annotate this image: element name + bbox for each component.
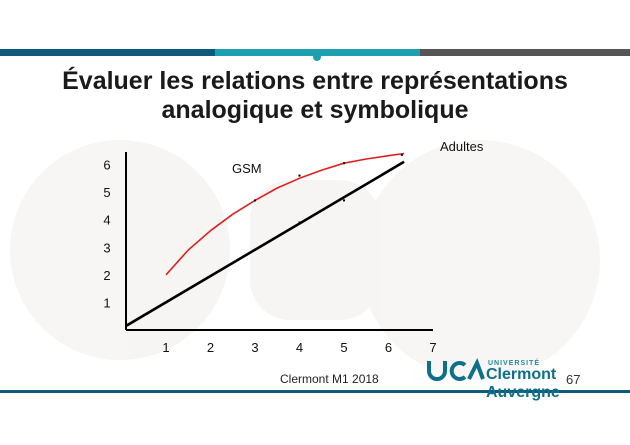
- x-tick-label: 6: [385, 340, 392, 355]
- series-label-gsm: GSM: [232, 161, 262, 176]
- title-line-1: Évaluer les relations entre représentati…: [62, 67, 568, 95]
- y-tick-label: 5: [103, 185, 110, 200]
- data-point: [254, 199, 257, 202]
- y-tick-label: 2: [103, 268, 110, 283]
- data-point: [343, 199, 346, 202]
- y-tick-label: 6: [103, 158, 110, 173]
- y-tick-label: 4: [103, 213, 110, 228]
- y-tick-label: 3: [103, 240, 110, 255]
- series-line-adultes: [125, 160, 405, 328]
- x-tick-label: 3: [251, 340, 258, 355]
- data-point: [298, 221, 301, 224]
- series-line-gsm: [165, 152, 405, 276]
- header-dot: [313, 53, 321, 61]
- footer-text: Clermont M1 2018: [280, 372, 379, 386]
- title-line-2: analogique et symbolique: [161, 96, 469, 124]
- header-bar-grey: [420, 49, 630, 56]
- header-bar-teal: [215, 49, 420, 56]
- data-point: [400, 153, 403, 156]
- x-tick-label: 4: [296, 340, 303, 355]
- uca-logo-a-shape: [467, 358, 485, 380]
- uca-logo-c-shape: [449, 361, 467, 381]
- data-point: [343, 162, 346, 165]
- page-number: 67: [566, 372, 581, 387]
- university-name: Clermont Auvergne: [486, 366, 560, 401]
- footer-bar: [0, 390, 630, 393]
- uca-logo-u-shape: [427, 361, 447, 381]
- x-tick-label: 5: [340, 340, 347, 355]
- data-point: [165, 301, 168, 304]
- x-tick-label: 7: [429, 340, 436, 355]
- uca-logo-mark-icon: [427, 358, 485, 381]
- background-watermark: [10, 140, 600, 380]
- x-tick-label: 2: [207, 340, 214, 355]
- data-point: [298, 174, 301, 177]
- x-tick-label: 1: [162, 340, 169, 355]
- university-small-label: UNIVERSITÉ: [488, 360, 541, 367]
- series-label-adultes: Adultes: [440, 139, 484, 154]
- header-bar-dark: [0, 49, 215, 56]
- y-tick-label: 1: [103, 295, 110, 310]
